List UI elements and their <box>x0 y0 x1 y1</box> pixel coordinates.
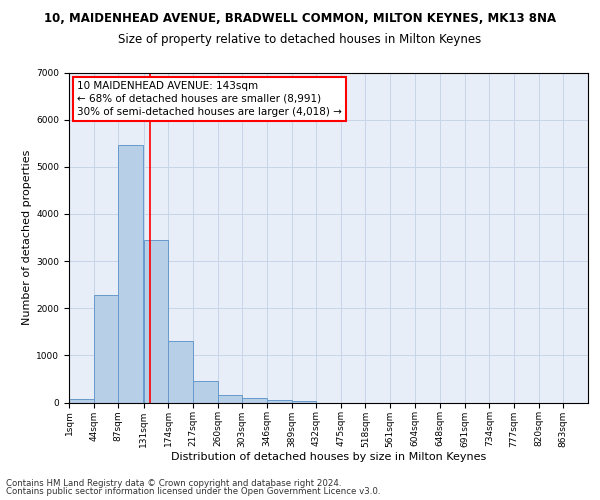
Bar <box>193 381 218 402</box>
Text: 10, MAIDENHEAD AVENUE, BRADWELL COMMON, MILTON KEYNES, MK13 8NA: 10, MAIDENHEAD AVENUE, BRADWELL COMMON, … <box>44 12 556 26</box>
X-axis label: Distribution of detached houses by size in Milton Keynes: Distribution of detached houses by size … <box>171 452 486 462</box>
Text: Contains public sector information licensed under the Open Government Licence v3: Contains public sector information licen… <box>6 487 380 496</box>
Bar <box>242 398 267 402</box>
Y-axis label: Number of detached properties: Number of detached properties <box>22 150 32 325</box>
Bar <box>69 399 94 402</box>
Text: Contains HM Land Registry data © Crown copyright and database right 2024.: Contains HM Land Registry data © Crown c… <box>6 478 341 488</box>
Bar <box>218 395 242 402</box>
Bar <box>143 240 168 402</box>
Text: Size of property relative to detached houses in Milton Keynes: Size of property relative to detached ho… <box>118 32 482 46</box>
Bar <box>292 401 316 402</box>
Text: 10 MAIDENHEAD AVENUE: 143sqm
← 68% of detached houses are smaller (8,991)
30% of: 10 MAIDENHEAD AVENUE: 143sqm ← 68% of de… <box>77 80 341 117</box>
Bar <box>94 295 118 403</box>
Bar <box>118 144 143 402</box>
Bar <box>267 400 292 402</box>
Bar <box>168 340 193 402</box>
